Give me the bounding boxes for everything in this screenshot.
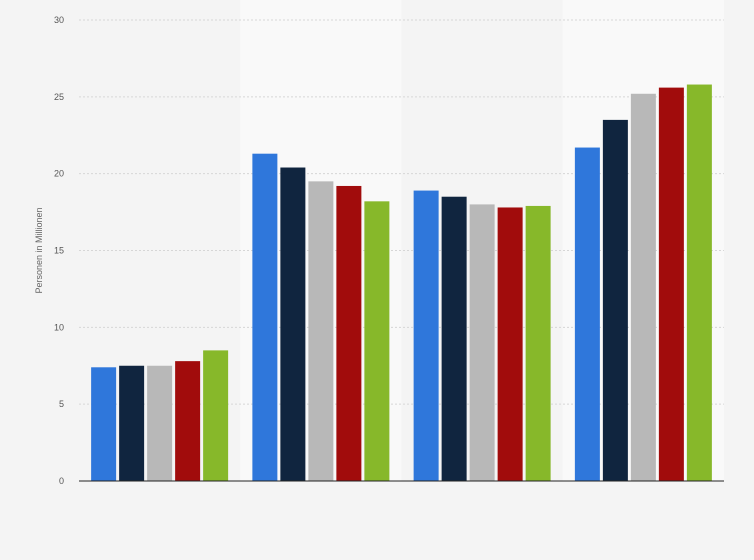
bar[interactable] xyxy=(413,190,439,481)
y-tick-label: 30 xyxy=(54,15,64,25)
bar[interactable] xyxy=(91,367,117,481)
bar[interactable] xyxy=(574,147,600,481)
bar[interactable] xyxy=(497,207,523,481)
bar[interactable] xyxy=(525,205,551,482)
bar[interactable] xyxy=(147,365,173,481)
y-tick-label: 10 xyxy=(54,322,64,332)
bar[interactable] xyxy=(336,185,362,481)
bar[interactable] xyxy=(686,84,712,481)
y-tick-label: 15 xyxy=(54,246,64,256)
y-tick-label: 5 xyxy=(59,399,64,409)
bar[interactable] xyxy=(658,87,684,481)
y-tick-label: 20 xyxy=(54,169,64,179)
bar[interactable] xyxy=(119,365,145,481)
bar[interactable] xyxy=(602,119,628,481)
y-tick-label: 0 xyxy=(59,476,64,486)
y-axis-title: Personen in Millionen xyxy=(34,207,44,293)
bars xyxy=(91,84,712,482)
y-axis-ticks: 0 5 10 15 20 25 30 xyxy=(54,15,64,486)
bar[interactable] xyxy=(280,167,306,481)
bar[interactable] xyxy=(203,350,229,481)
y-tick-label: 25 xyxy=(54,92,64,102)
bar[interactable] xyxy=(469,204,495,481)
bar[interactable] xyxy=(308,181,334,481)
bar[interactable] xyxy=(364,201,390,481)
bar[interactable] xyxy=(175,361,201,481)
bar[interactable] xyxy=(252,153,278,481)
bar[interactable] xyxy=(630,93,656,481)
bar[interactable] xyxy=(441,196,467,481)
